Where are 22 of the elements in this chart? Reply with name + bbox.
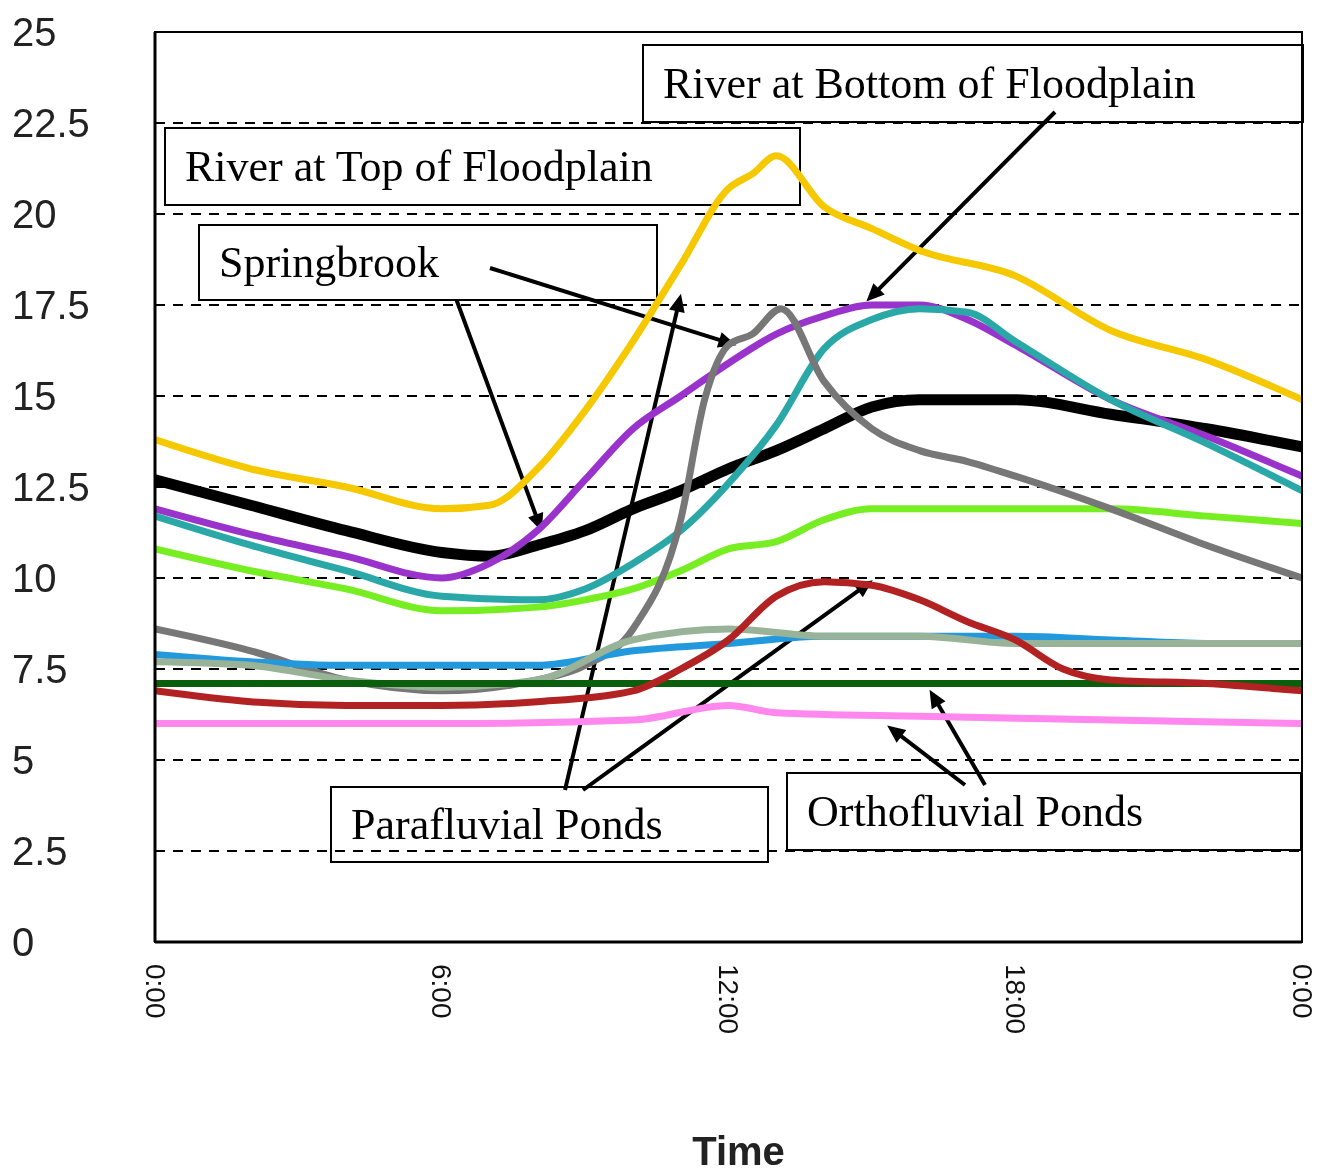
x-tick-label: 0:00: [1286, 964, 1318, 1019]
y-tick-label: 0: [12, 920, 35, 964]
x-tick-label: 12:00: [713, 964, 744, 1035]
y-tick-label: 20: [12, 192, 57, 236]
x-axis-title: Time: [692, 1129, 785, 1173]
x-tick-label: 0:00: [139, 964, 171, 1019]
y-tick-label: 15: [12, 374, 57, 418]
y-tick-label: 25: [12, 10, 57, 54]
x-tick-label: 6:00: [426, 964, 458, 1019]
y-tick-label: 5: [12, 738, 35, 782]
y-tick-label: 12.5: [12, 465, 90, 509]
y-tick-label: 7.5: [12, 647, 68, 691]
y-tick-label: 10: [12, 556, 57, 600]
y-tick-label: 2.5: [12, 829, 68, 873]
annotation: River at Top of Floodplain: [185, 142, 653, 191]
annotation: Orthofluvial Ponds: [807, 787, 1144, 836]
annotation: Parafluvial Ponds: [351, 800, 663, 849]
annotation: River at Bottom of Floodplain: [663, 59, 1196, 108]
annotation: Springbrook: [219, 238, 439, 287]
x-tick-label: 18:00: [999, 964, 1031, 1035]
y-tick-label: 17.5: [12, 283, 90, 327]
y-tick-label: 22.5: [12, 101, 90, 145]
